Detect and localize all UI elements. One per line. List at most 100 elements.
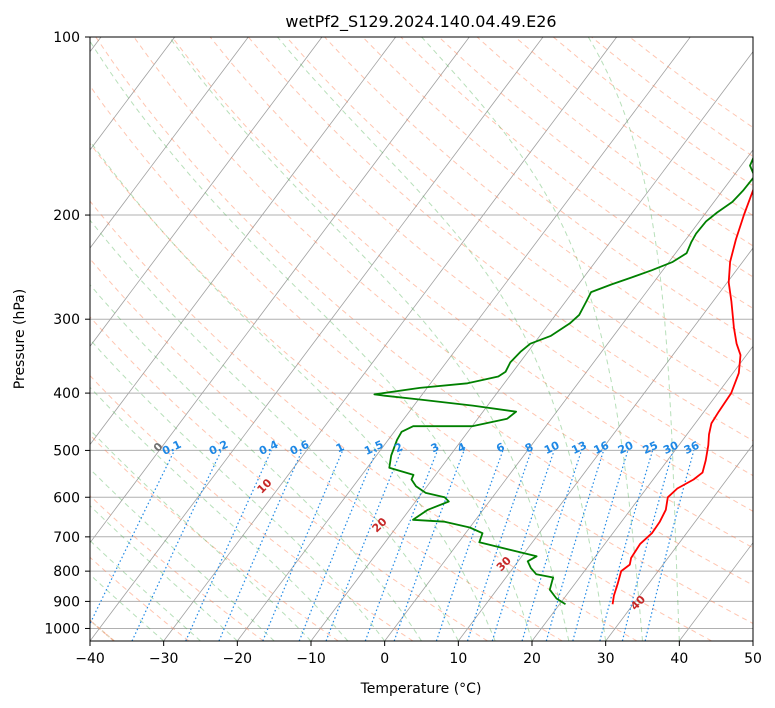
isotherm-line <box>531 345 753 641</box>
mixing-ratio-label: 25 <box>641 439 660 457</box>
isotherm-line <box>90 37 397 446</box>
y-tick-label: 1000 <box>44 621 80 637</box>
mixing-ratio-label: 16 <box>592 439 612 457</box>
temperature-profile-line <box>611 187 753 605</box>
y-tick-label: 600 <box>53 490 80 506</box>
y-tick-label: 300 <box>53 312 80 328</box>
isotherm-line <box>678 542 753 641</box>
moist-adiabat-line <box>277 37 607 641</box>
isotherm-line <box>605 443 753 641</box>
mixing-ratio-line <box>364 450 439 641</box>
dry-adiabat-line <box>552 37 753 187</box>
x-tick-label: −40 <box>75 651 105 667</box>
mixing-ratio-line <box>262 450 344 641</box>
moist-adiabat-line <box>90 573 165 641</box>
moist-adiabat-line <box>90 140 496 641</box>
mixing-ratio-label: 0.6 <box>288 438 311 458</box>
mixing-ratio-line <box>393 450 465 641</box>
mixing-ratio-line <box>491 450 555 641</box>
dry-adiabat-line <box>324 37 753 374</box>
x-tick-label: 30 <box>597 651 615 667</box>
mixing-ratio-label: 4 <box>455 440 468 455</box>
moist-adiabat-line <box>587 37 680 641</box>
dewpoint-profile-line <box>373 156 753 605</box>
mixing-ratio-label: 36 <box>682 439 702 457</box>
mixing-ratio-line <box>466 450 533 641</box>
x-tick-label: 20 <box>523 651 541 667</box>
y-axis-label: Pressure (hPa) <box>12 289 28 389</box>
dry-adiabat-line <box>133 37 753 549</box>
x-tick-label: 40 <box>670 651 688 667</box>
x-tick-label: 50 <box>744 651 762 667</box>
series-layer <box>373 156 753 605</box>
isotherm-line <box>90 37 544 641</box>
mixing-ratio-line <box>545 450 605 641</box>
mixing-ratio-label: 1 <box>334 440 346 455</box>
dry-adiabat-line <box>90 494 264 641</box>
background-lines <box>90 37 753 641</box>
dry-adiabat-line <box>90 142 712 641</box>
mixing-ratio-label: 13 <box>570 439 589 457</box>
dry-adiabat-line <box>209 37 753 477</box>
dry-adiabat-line <box>95 37 753 586</box>
mixing-ratio-line <box>298 450 378 641</box>
dry-adiabat-line <box>286 37 753 408</box>
dry-adiabat-line <box>362 37 753 342</box>
isotherm-line <box>310 50 753 641</box>
isotherm-line <box>90 37 249 249</box>
y-tick-label: 900 <box>53 594 80 610</box>
y-tick-label: 700 <box>53 530 80 546</box>
mixing-ratio-label: 1.5 <box>362 438 385 458</box>
y-tick-label: 100 <box>53 30 80 46</box>
mixing-ratio-line <box>572 450 629 641</box>
moist-adiabat-line <box>90 338 386 641</box>
y-tick-label: 400 <box>53 386 80 402</box>
dry-adiabat-line <box>90 85 753 625</box>
plot-frame <box>89 36 754 642</box>
y-tick-label: 500 <box>53 443 80 459</box>
contour-labels: 0.10.20.40.611.52346810131620253036-100-… <box>151 438 702 613</box>
mixing-ratio-label: 3 <box>429 440 441 455</box>
x-tick-label: −30 <box>149 651 179 667</box>
isotherm-line <box>384 149 753 641</box>
mixing-ratio-line <box>521 450 583 641</box>
mixing-ratio-line <box>325 450 402 641</box>
mixing-ratio-line <box>621 450 674 641</box>
mixing-ratio-line <box>218 450 303 641</box>
y-tick-label: 200 <box>53 208 80 224</box>
x-tick-label: −20 <box>223 651 253 667</box>
mixing-ratio-line <box>185 450 272 641</box>
x-axis: −40 −30 −20 −10 0 10 20 30 40 50 <box>75 641 762 667</box>
moist-adiabat-line <box>90 468 275 641</box>
dry-adiabat-line <box>90 556 190 641</box>
dry-adiabat-label: 10 <box>255 476 275 496</box>
isotherm-line <box>90 37 176 151</box>
mixing-ratio-label: 0.4 <box>257 438 280 458</box>
moist-adiabat-line <box>90 284 422 641</box>
mixing-ratio-label: 30 <box>661 439 681 457</box>
moist-adiabat-line <box>90 429 312 641</box>
moist-adiabat-line <box>90 539 201 641</box>
y-axis: 100 200 300 400 500 600 700 800 900 1000 <box>44 30 90 637</box>
isotherm-line <box>90 37 470 544</box>
x-tick-label: 0 <box>380 651 389 667</box>
x-tick-label: −10 <box>296 651 326 667</box>
dry-adiabat-line <box>90 200 638 641</box>
mixing-ratio-label: 20 <box>616 439 636 457</box>
moist-adiabat-line <box>90 219 459 641</box>
chart-title: wetPf2_S129.2024.140.04.49.E26 <box>285 12 556 32</box>
mixing-ratio-line <box>644 450 695 641</box>
mixing-ratio-line <box>90 450 176 626</box>
isotherm-line <box>752 640 753 641</box>
moist-adiabat-line <box>168 37 570 641</box>
moist-adiabat-line <box>90 386 349 641</box>
dry-adiabat-line <box>171 37 753 512</box>
moist-adiabat-line <box>90 40 533 641</box>
dry-adiabat-line <box>90 258 563 641</box>
mixing-ratio-label: 6 <box>494 440 507 455</box>
x-axis-label: Temperature (°C) <box>360 681 482 697</box>
y-tick-label: 800 <box>53 564 80 580</box>
mixing-ratio-label: 2 <box>393 440 405 455</box>
x-tick-label: 10 <box>449 651 467 667</box>
